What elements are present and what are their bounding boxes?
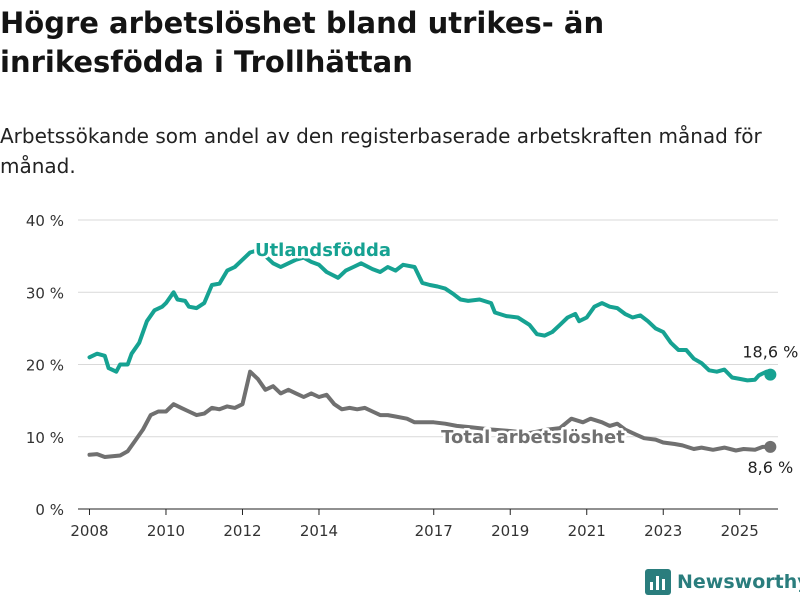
end-point-total [764,440,777,453]
chart-subtitle: Arbetssökande som andel av den registerb… [0,124,762,178]
x-tick-label: 2014 [300,522,338,540]
x-tick-label: 2023 [644,522,682,540]
x-tick-label: 2021 [568,522,606,540]
chart-title: Högre arbetslöshet bland utrikes- än inr… [0,6,605,79]
end-value-label-utlandsfodda: 18,6 % [742,343,798,362]
series-lines [87,248,777,459]
y-tick-label: 40 % [26,212,64,230]
series-labels: 18,6 % 8,6 % Utlandsfödda Total arbetslöshe… [252,238,798,477]
grid-lines [78,219,778,438]
x-tick-label: 2012 [223,522,261,540]
bar-chart-icon [645,569,671,595]
series-label-total: Total arbetslöshet [441,427,625,448]
y-tick-label: 20 % [26,357,64,375]
series-label-utlandsfodda: Utlandsfödda [255,240,391,261]
x-tick-label: 2010 [147,522,185,540]
x-tick-label: 2025 [721,522,759,540]
brand-logo[interactable]: Newsworthy [645,569,800,595]
end-point-utlandsfodda [764,368,777,381]
y-tick-label: 10 % [26,429,64,447]
series-line-utlandsfodda [87,248,773,383]
x-tick-label: 2017 [415,522,453,540]
series-line-total [87,369,773,459]
brand-name: Newsworthy [677,571,800,593]
y-tick-label: 0 % [35,501,64,519]
y-tick-label: 30 % [26,284,64,302]
x-tick-label: 2008 [70,522,108,540]
axes: 0 % 10 % 20 % 30 % 40 % 2008 2010 2012 2014 2017 2… [26,212,778,540]
x-tick-label: 2019 [491,522,529,540]
end-value-label-total: 8,6 % [747,458,793,477]
line-chart: 0 % 10 % 20 % 30 % 40 % 2008 2010 2012 2014 2017 2… [26,212,798,540]
